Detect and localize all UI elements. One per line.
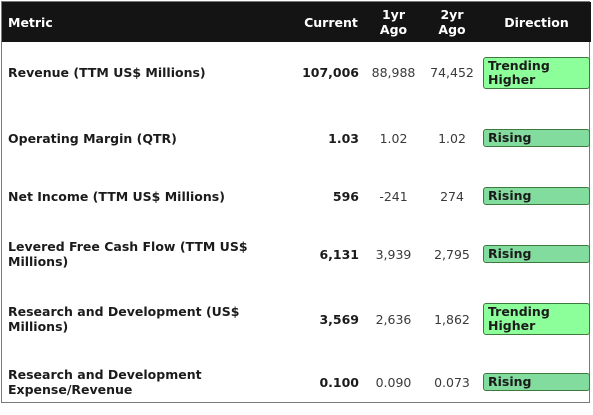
direction-badge: Trending Higher [483,303,590,335]
table-row: Research and Development Expense/Revenue … [2,349,591,415]
table-row: Net Income (TTM US$ Millions) 596 -241 2… [2,173,591,219]
one-yr-ago-value: 2,636 [375,311,412,327]
table-row: Revenue (TTM US$ Millions) 107,006 88,98… [2,42,591,103]
direction-cell: Rising [482,349,591,415]
direction-badge: Trending Higher [483,56,590,89]
table-row: Levered Free Cash Flow (TTM US$ Millions)… [2,219,591,289]
direction-cell: Rising [482,173,591,219]
metric-label: Operating Margin (QTR) [8,130,177,146]
one-yr-ago-value: 88,988 [371,65,416,80]
current-value: 0.100 [319,374,359,390]
direction-cell: Rising [482,219,591,289]
direction-badge: Rising [483,373,590,391]
two-yr-ago-value: 74,452 [430,65,474,80]
current-value: 596 [332,188,359,204]
metric-label: Revenue (TTM US$ Millions) [8,65,206,80]
direction-badge: Rising [483,187,590,205]
one-yr-ago-value: -241 [379,188,408,204]
direction-cell: Trending Higher [482,289,591,349]
two-yr-ago-value: 1,862 [434,311,470,327]
one-yr-ago-value: 1.02 [379,130,408,146]
two-yr-ago-value: 1.02 [438,130,466,146]
header-current: Current [304,14,358,30]
one-yr-ago-value: 3,939 [375,246,412,262]
two-yr-ago-value: 0.073 [434,374,470,390]
header-direction: Direction [504,14,569,30]
current-value: 1.03 [328,130,359,146]
metric-label: Levered Free Cash Flow (TTM US$ Millions) [8,239,248,269]
direction-badge: Rising [483,245,590,263]
metric-label: Net Income (TTM US$ Millions) [8,188,225,204]
metric-label: Research and Development (US$ Millions) [8,304,240,334]
table-row: Operating Margin (QTR) 1.03 1.02 1.02 Ri… [2,103,591,173]
current-value: 6,131 [319,246,359,262]
header-2yr-ago: 2yr Ago [438,7,466,37]
one-yr-ago-value: 0.090 [375,374,412,390]
current-value: 107,006 [302,65,359,80]
header-metric: Metric [8,14,53,30]
two-yr-ago-value: 2,795 [434,246,470,262]
header-1yr-ago: 1yr Ago [379,7,408,37]
metric-label: Research and Development Expense/Revenue [8,367,202,397]
direction-badge: Rising [483,129,590,147]
metrics-table-frame: Metric Current 1yr Ago 2yr Ago Direction R… [1,1,591,403]
table-header-row: Metric Current 1yr Ago 2yr Ago Direction [2,2,591,42]
direction-cell: Rising [482,103,591,173]
two-yr-ago-value: 274 [440,188,464,204]
direction-cell: Trending Higher [482,42,591,103]
current-value: 3,569 [319,311,359,327]
table-row: Research and Development (US$ Millions) … [2,289,591,349]
